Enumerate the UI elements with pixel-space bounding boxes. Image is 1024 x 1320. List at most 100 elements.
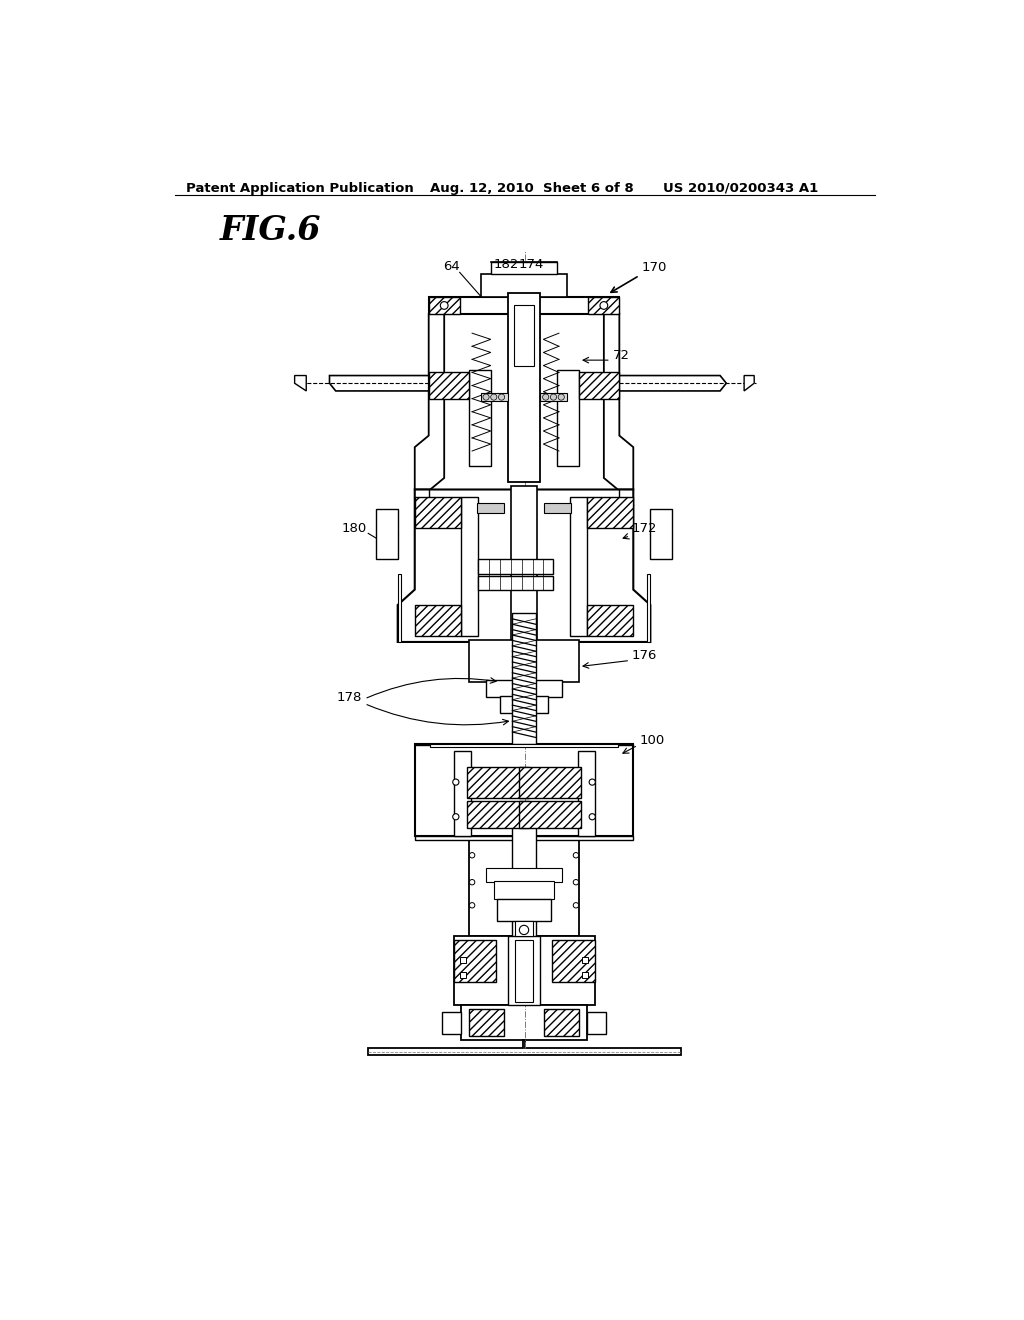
Bar	[544, 1010, 579, 1036]
Bar	[552, 940, 595, 982]
Circle shape	[558, 395, 564, 400]
Circle shape	[573, 879, 579, 884]
Bar	[429, 372, 469, 399]
Text: Aug. 12, 2010  Sheet 6 of 8: Aug. 12, 2010 Sheet 6 of 8	[430, 182, 634, 194]
Polygon shape	[295, 376, 306, 391]
Bar	[461, 498, 478, 636]
Polygon shape	[330, 376, 429, 391]
Bar	[461, 1006, 587, 1040]
Text: US 2010/0200343 A1: US 2010/0200343 A1	[663, 182, 818, 194]
Bar	[541, 393, 567, 401]
Bar	[480, 393, 508, 401]
Bar	[415, 743, 633, 836]
Text: 172: 172	[632, 521, 657, 535]
Bar	[650, 508, 672, 558]
Bar	[512, 813, 536, 966]
Bar	[486, 681, 562, 697]
Circle shape	[469, 853, 475, 858]
Text: 180: 180	[341, 521, 367, 535]
Bar	[430, 743, 617, 747]
Bar	[569, 498, 587, 636]
Bar	[583, 973, 589, 978]
Circle shape	[600, 302, 607, 309]
Circle shape	[550, 395, 557, 400]
Text: 182: 182	[494, 257, 519, 271]
Polygon shape	[397, 574, 400, 642]
Polygon shape	[397, 490, 650, 642]
Bar	[454, 936, 595, 1006]
Circle shape	[573, 853, 579, 858]
Text: FIG.6: FIG.6	[219, 214, 321, 247]
Circle shape	[519, 925, 528, 935]
Bar	[490, 263, 557, 275]
Bar	[454, 751, 471, 836]
Bar	[587, 605, 633, 636]
Circle shape	[499, 395, 505, 400]
Circle shape	[543, 395, 549, 400]
Polygon shape	[744, 376, 755, 391]
Bar	[579, 372, 620, 399]
Bar	[508, 293, 541, 482]
Bar	[415, 605, 461, 636]
Bar	[508, 936, 541, 1006]
Polygon shape	[604, 314, 633, 490]
Bar	[515, 940, 534, 1002]
Bar	[557, 370, 579, 466]
Text: 72: 72	[612, 348, 630, 362]
Circle shape	[440, 302, 449, 309]
Bar	[429, 297, 460, 314]
Bar	[429, 297, 620, 314]
Bar	[512, 612, 536, 743]
Text: 100: 100	[640, 734, 665, 747]
Bar	[583, 957, 589, 964]
Bar	[589, 297, 620, 314]
Bar	[587, 1012, 606, 1034]
Text: 170: 170	[642, 261, 668, 275]
Polygon shape	[620, 376, 726, 391]
Bar	[486, 869, 562, 882]
Bar	[460, 973, 466, 978]
Polygon shape	[369, 1040, 681, 1056]
Text: 64: 64	[442, 260, 460, 273]
Circle shape	[589, 779, 595, 785]
Bar	[454, 940, 496, 982]
Bar	[478, 558, 553, 574]
Circle shape	[453, 779, 459, 785]
Bar	[442, 1012, 461, 1034]
Bar	[376, 508, 397, 558]
Bar	[500, 696, 548, 713]
Circle shape	[469, 879, 475, 884]
Bar	[467, 801, 529, 829]
Text: 174: 174	[518, 257, 544, 271]
Bar	[478, 576, 553, 590]
Bar	[469, 370, 490, 466]
Circle shape	[469, 903, 475, 908]
Polygon shape	[647, 574, 650, 642]
Bar	[518, 801, 581, 829]
Text: 176: 176	[632, 649, 657, 661]
Bar	[515, 921, 534, 936]
Bar	[494, 880, 554, 899]
Bar	[578, 751, 595, 836]
Bar	[497, 899, 551, 921]
Bar	[469, 640, 579, 682]
Bar	[477, 503, 504, 512]
Bar	[480, 275, 567, 297]
Circle shape	[573, 903, 579, 908]
Circle shape	[589, 813, 595, 820]
Bar	[518, 767, 581, 797]
Bar	[544, 503, 571, 512]
Circle shape	[483, 395, 489, 400]
Bar	[467, 767, 529, 797]
Bar	[460, 957, 466, 964]
Bar	[469, 836, 579, 936]
Bar	[415, 498, 461, 528]
Bar	[587, 498, 633, 528]
Circle shape	[490, 395, 497, 400]
Circle shape	[453, 813, 459, 820]
Bar	[469, 1010, 504, 1036]
Bar	[511, 486, 538, 640]
Polygon shape	[415, 836, 633, 840]
Bar	[514, 305, 535, 367]
Text: 178: 178	[337, 692, 362, 705]
